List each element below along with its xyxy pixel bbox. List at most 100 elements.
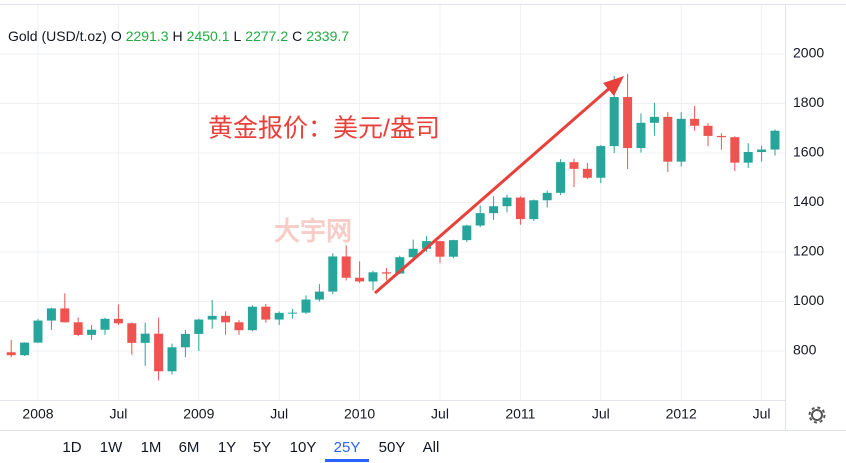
x-tick-label: 2009 — [183, 406, 214, 422]
candle-body — [261, 306, 271, 320]
candle-body — [368, 272, 378, 282]
x-tick-label: Jul — [431, 406, 449, 422]
range-button[interactable]: 5Y — [253, 439, 271, 456]
range-button[interactable]: 1M — [141, 439, 162, 456]
x-tick-label: Jul — [592, 406, 610, 422]
candle-body — [100, 318, 110, 330]
x-tick-label: 2008 — [22, 406, 53, 422]
candle-body — [663, 116, 673, 162]
candle-body — [46, 308, 56, 321]
candle-body — [395, 257, 405, 274]
arrow-head — [603, 76, 624, 96]
candle-body — [730, 137, 740, 163]
y-tick-label: 1400 — [793, 193, 824, 209]
gear-teeth[interactable] — [808, 406, 826, 424]
y-tick-label: 1600 — [793, 144, 824, 160]
ohlc-value: 2277.2 — [245, 28, 288, 44]
range-button[interactable]: 25Y — [334, 439, 361, 456]
candle-body — [113, 318, 123, 324]
candle-body — [596, 146, 606, 178]
candle-body — [167, 347, 177, 372]
candle-body — [20, 342, 30, 356]
range-button[interactable]: 1W — [100, 439, 123, 456]
ohlc-label: C — [292, 28, 302, 44]
candle-body — [690, 118, 700, 126]
y-tick-label: 1800 — [793, 94, 824, 110]
x-tick-label: 2011 — [505, 406, 535, 422]
ohlc-value: 2339.7 — [306, 28, 349, 44]
candle-body — [623, 97, 633, 149]
candle-body — [649, 116, 659, 123]
candle-body — [33, 320, 43, 343]
candle-body — [609, 97, 619, 147]
range-button[interactable]: 6M — [179, 439, 200, 456]
candle-body — [448, 240, 458, 257]
candle-body — [207, 315, 217, 320]
candle-body — [73, 322, 83, 335]
candle-body — [542, 192, 552, 201]
x-tick-label: Jul — [109, 406, 127, 422]
candle-body — [127, 323, 137, 343]
ohlc-label: H — [173, 28, 183, 44]
candles — [6, 73, 780, 381]
candle-body — [221, 315, 231, 323]
candle-body — [301, 299, 311, 313]
range-button[interactable]: 50Y — [379, 439, 406, 456]
candle-body — [408, 248, 418, 258]
ohlc-label: L — [233, 28, 241, 44]
candle-body — [314, 291, 324, 300]
candle-body — [6, 352, 16, 356]
x-tick-label: Jul — [270, 406, 288, 422]
y-tick-label: 1200 — [793, 243, 824, 259]
ohlc-label: O — [111, 28, 122, 44]
candle-body — [515, 197, 525, 220]
candle-body — [475, 213, 485, 226]
candle-body — [87, 329, 97, 335]
candle-body — [247, 306, 257, 331]
y-tick-label: 2000 — [793, 45, 824, 61]
candle-body — [582, 168, 592, 178]
y-tick-label: 800 — [793, 342, 817, 358]
symbol: Gold (USD/t.oz) — [8, 28, 107, 44]
candle-body — [529, 200, 539, 220]
candle-body — [60, 308, 70, 323]
ohlc-value: 2450.1 — [187, 28, 230, 44]
x-tick-label: 2010 — [344, 406, 375, 422]
candle-body — [355, 277, 365, 282]
header: Gold (USD/t.oz) O 2291.3 H 2450.1 L 2277.2 C 233… — [8, 28, 349, 44]
candle-body — [569, 162, 579, 169]
candle-body — [703, 125, 713, 136]
gear[interactable] — [811, 409, 823, 421]
y-tick-label: 1000 — [793, 292, 824, 308]
grid — [0, 5, 785, 400]
candle-body — [381, 272, 391, 274]
annotation: 黄金报价：美元/盎司 — [208, 115, 440, 143]
candle-body — [556, 162, 566, 193]
candle-body — [636, 122, 646, 149]
candle-body — [676, 118, 686, 162]
candle-body — [154, 333, 164, 372]
ohlc-value: 2291.3 — [126, 28, 169, 44]
candle-body — [435, 241, 445, 257]
candle-body — [489, 206, 499, 214]
candle-body — [770, 130, 780, 150]
candle-body — [743, 152, 753, 163]
x-tick-label: Jul — [753, 406, 771, 422]
range-button[interactable]: 10Y — [290, 439, 317, 456]
candle-body — [502, 197, 512, 207]
settings-icon[interactable] — [808, 406, 826, 424]
candle-body — [341, 256, 351, 278]
candle-body — [140, 333, 150, 343]
range-button[interactable]: 1D — [62, 439, 81, 456]
candle-body — [462, 225, 472, 241]
range-button[interactable]: 1Y — [218, 439, 236, 456]
x-tick-label: 2012 — [666, 406, 697, 422]
watermark: 大宇网 — [274, 216, 352, 246]
range-button[interactable]: All — [423, 439, 440, 456]
selected-underline — [325, 459, 369, 462]
candle-body — [234, 322, 244, 331]
candle-body — [180, 333, 190, 348]
